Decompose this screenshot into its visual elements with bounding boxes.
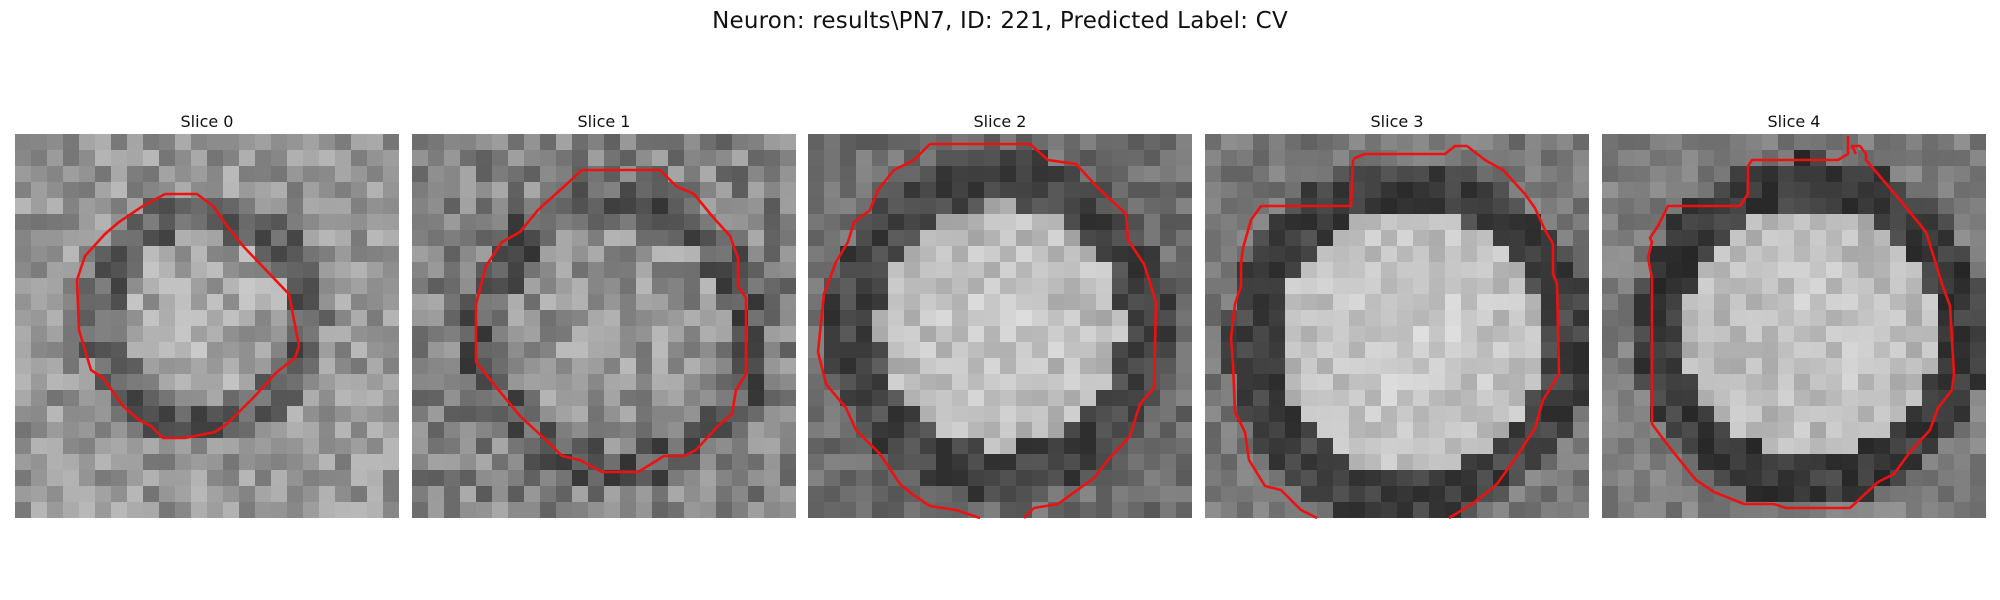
slice-title-0: Slice 0 — [180, 112, 234, 131]
contour-outline-1 — [474, 168, 748, 474]
slice-title-2: Slice 2 — [973, 112, 1027, 131]
slice-image-3 — [1205, 134, 1589, 518]
slice-title-3: Slice 3 — [1370, 112, 1424, 131]
slice-panel-2: Slice 2 — [808, 110, 1192, 520]
slice-image-frame-1 — [412, 134, 796, 518]
contour-outline-2 — [816, 142, 1158, 520]
slice-image-4 — [1602, 134, 1986, 518]
slice-image-frame-3 — [1205, 134, 1589, 520]
slice-panel-4: Slice 4 — [1602, 110, 1986, 518]
slice-panel-3: Slice 3 — [1205, 110, 1589, 520]
slice-panel-1: Slice 1 — [412, 110, 796, 518]
contour-outline-0 — [75, 192, 301, 440]
slice-title-4: Slice 4 — [1767, 112, 1821, 131]
slice-image-frame-2 — [808, 134, 1192, 520]
contour-outline-3 — [1229, 144, 1561, 520]
slice-title-1: Slice 1 — [577, 112, 631, 131]
slice-image-frame-0 — [15, 134, 399, 518]
contour-outline-4 — [1646, 136, 1956, 510]
slice-image-2 — [808, 134, 1192, 518]
slice-panel-0: Slice 0 — [15, 110, 399, 518]
slice-image-frame-4 — [1602, 134, 1986, 518]
figure-title: Neuron: results\PN7, ID: 221, Predicted … — [712, 8, 1288, 34]
